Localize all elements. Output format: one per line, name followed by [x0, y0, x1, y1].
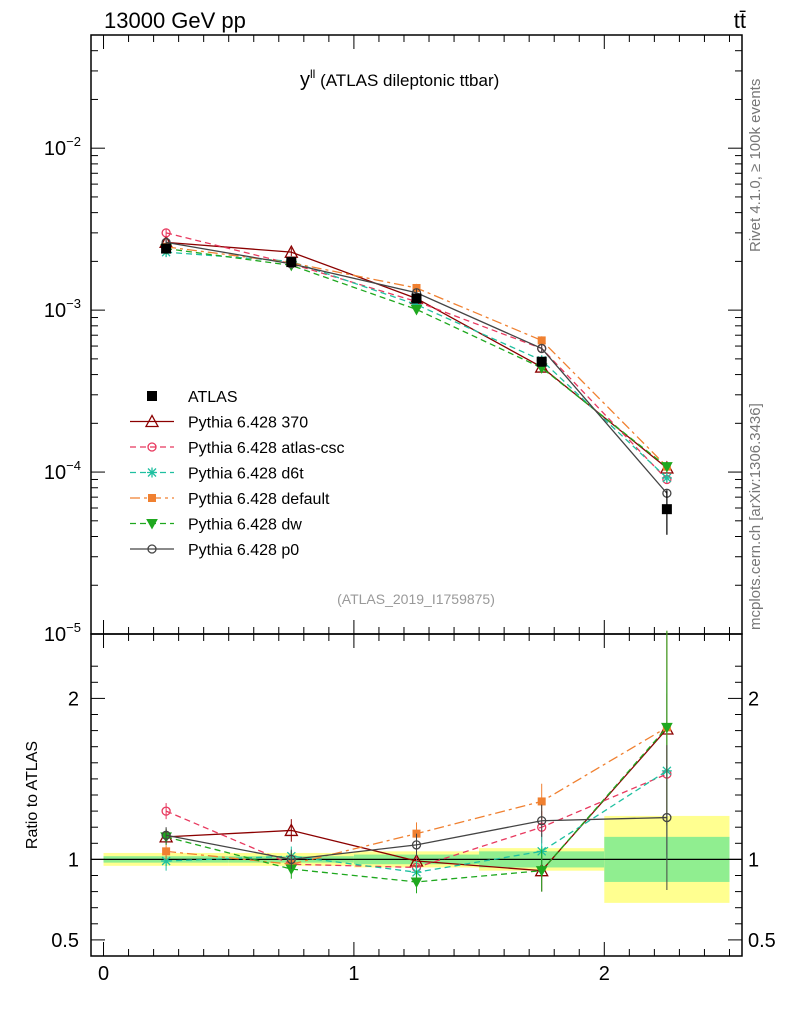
y-tick-label: 10−4	[44, 458, 81, 484]
series-marker	[537, 343, 547, 354]
ratio-series-5	[161, 745, 672, 890]
series-marker	[410, 304, 423, 316]
legend-label: Pythia 6.428 dw	[188, 517, 302, 534]
legend-marker	[146, 519, 158, 530]
series-marker	[661, 462, 673, 473]
main-plot-series	[159, 228, 674, 535]
legend-marker	[147, 467, 157, 478]
y-tick-label: 10−5	[44, 620, 81, 646]
legend-item: ATLAS	[147, 389, 238, 406]
y-tick-exp: −4	[66, 458, 81, 473]
title-main: y	[300, 69, 310, 91]
mcplots-label: mcplots.cern.ch [arXiv:1306.3436]	[747, 403, 764, 630]
legend-label: Pythia 6.428 atlas-csc	[188, 440, 345, 457]
legend-marker	[148, 494, 156, 502]
ratio-marker	[661, 722, 673, 734]
data-marker	[661, 504, 672, 515]
process-label: tt̄	[734, 8, 746, 33]
series-line	[166, 247, 668, 468]
ratio-marker	[286, 854, 296, 865]
energy-label: 13000 GeV pp	[104, 8, 246, 33]
x-tick-label: 2	[599, 963, 610, 985]
ratio-marker	[284, 823, 299, 837]
series-marker	[661, 472, 672, 483]
ratio-marker	[161, 856, 172, 867]
series-line	[166, 251, 668, 479]
ratio-marker	[537, 816, 547, 826]
rivet-label: Rivet 4.1.0, ≥ 100k events	[747, 79, 764, 252]
legend-item: Pythia 6.428 370	[130, 414, 308, 432]
y-tick-base: 10	[44, 624, 66, 646]
ratio-series-4	[160, 630, 673, 894]
y-tick-label: 10−2	[44, 134, 81, 160]
y-tick-base: 10	[44, 300, 66, 322]
legend-label: Pythia 6.428 370	[188, 415, 308, 432]
ratio-tick-label: 0.5	[51, 930, 79, 952]
ratio-marker	[410, 877, 423, 888]
legend-label: ATLAS	[188, 389, 238, 406]
y-tick-base: 10	[44, 138, 66, 160]
y-tick-base: 10	[44, 462, 66, 484]
title-sup: ll	[310, 67, 315, 81]
series-marker	[412, 283, 421, 292]
series-5	[161, 237, 672, 498]
plot-title: yll (ATLAS dileptonic ttbar)	[300, 67, 499, 91]
series-line	[166, 246, 668, 468]
ratio-marker	[662, 812, 672, 823]
data-marker	[161, 243, 172, 254]
y-tick-exp: −3	[66, 296, 81, 311]
data-series	[161, 243, 672, 535]
legend-label: Pythia 6.428 p0	[188, 542, 299, 559]
series-marker	[161, 228, 171, 238]
series-3	[162, 242, 671, 472]
legend-label: Pythia 6.428 d6t	[188, 466, 304, 483]
ratio-tick-label: 1	[68, 849, 79, 871]
legend: ATLAS Pythia 6.428 370 Pythia 6.428 atlas-…	[130, 389, 345, 559]
ratio-tick-label-right: 0.5	[748, 930, 776, 952]
title-rest: (ATLAS dileptonic ttbar)	[315, 71, 499, 90]
ratio-tick-label: 2	[68, 688, 79, 710]
ratio-frame	[90, 633, 743, 957]
legend-marker	[147, 442, 157, 452]
y-tick-label: 10−3	[44, 296, 81, 322]
ratio-marker	[162, 847, 171, 856]
legend-marker	[147, 391, 157, 401]
legend-item: Pythia 6.428 dw	[130, 517, 302, 534]
ratio-marker	[537, 797, 546, 806]
ratio-tick-label-right: 2	[748, 688, 759, 710]
ratio-y-label: Ratio to ATLAS	[24, 741, 41, 849]
ratio-marker	[161, 806, 171, 816]
ratio-marker	[535, 866, 548, 877]
ratio-marker	[411, 840, 422, 850]
x-tick-label: 0	[98, 963, 109, 985]
legend-item: Pythia 6.428 default	[130, 491, 330, 508]
series-0	[159, 235, 674, 474]
legend-item: Pythia 6.428 d6t	[130, 466, 304, 483]
y-tick-exp: −2	[66, 134, 81, 149]
data-marker	[411, 293, 422, 304]
ratio-marker	[161, 830, 171, 840]
legend-item: Pythia 6.428 p0	[130, 542, 299, 559]
series-line	[166, 241, 668, 469]
legend-marker	[147, 544, 157, 554]
series-marker	[537, 336, 546, 345]
legend-item: Pythia 6.428 atlas-csc	[130, 440, 345, 457]
analysis-id: (ATLAS_2019_I1759875)	[337, 591, 495, 607]
legend-marker	[144, 414, 160, 428]
ratio-plot-series	[159, 630, 674, 894]
axes-frames: 10−210−310−410−50 1 22 21 10.5 0.5	[44, 34, 776, 985]
data-marker	[286, 257, 297, 268]
series-line	[165, 232, 668, 480]
y-tick-exp: −5	[66, 620, 81, 635]
series-4	[160, 244, 673, 473]
x-tick-label: 1	[348, 963, 359, 985]
legend-label: Pythia 6.428 default	[188, 491, 330, 508]
ratio-tick-label-right: 1	[748, 849, 759, 871]
series-marker	[411, 299, 422, 310]
data-marker	[536, 356, 547, 367]
